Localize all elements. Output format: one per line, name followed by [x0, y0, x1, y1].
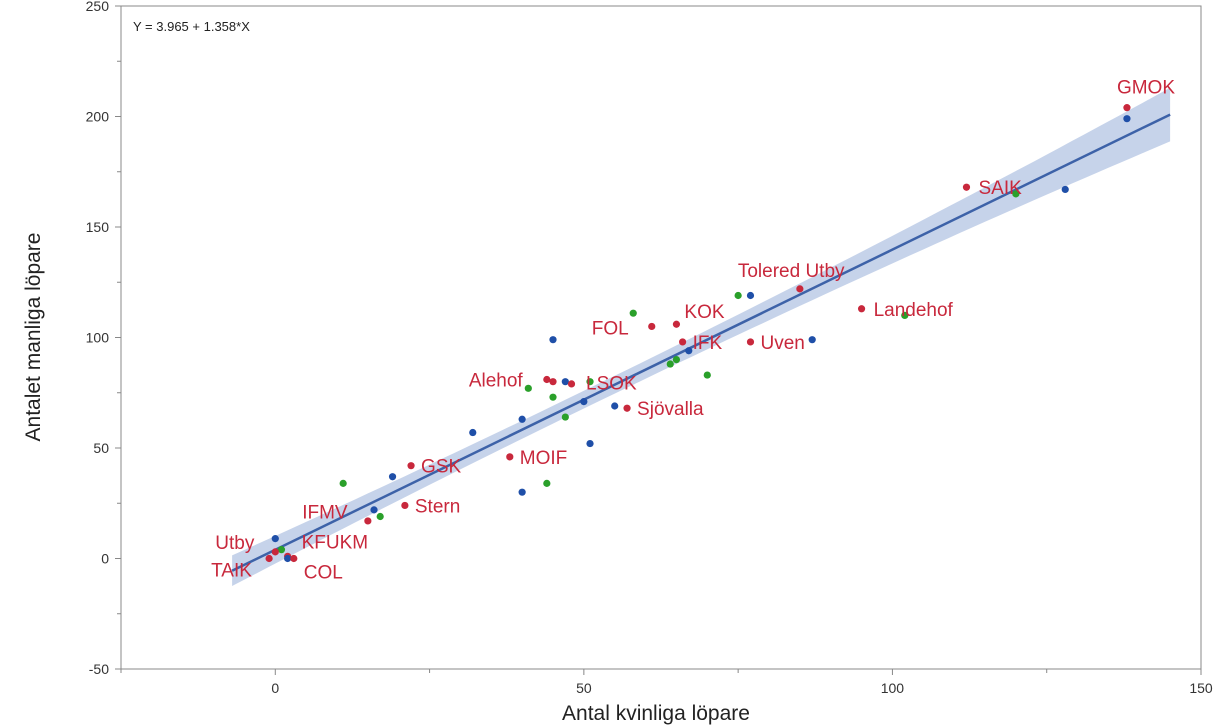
data-point	[401, 501, 409, 510]
y-axis-title: Antalet manliga löpare	[22, 233, 45, 442]
y-tick-label: -50	[89, 661, 109, 677]
data-point	[518, 415, 526, 423]
data-point	[561, 413, 569, 421]
point-label: Stern	[415, 496, 460, 517]
data-point	[1012, 190, 1020, 198]
point-labels: GMOK SAIK Tolered Utby Landehof KOK FOL IFK Uve…	[211, 78, 1175, 584]
data-point	[666, 360, 674, 368]
point-label: TAIK	[211, 561, 252, 582]
regression-equation: Y = 3.965 + 1.358*X	[133, 19, 250, 34]
data-point	[549, 378, 557, 386]
data-point	[962, 183, 971, 191]
data-point	[376, 512, 384, 521]
x-tick-label: 0	[271, 680, 279, 696]
point-label: KFUKM	[302, 532, 369, 553]
confidence-band	[232, 87, 1171, 587]
data-point	[672, 320, 681, 328]
point-label: Sjövalla	[637, 399, 704, 420]
y-tick-label: 200	[86, 109, 110, 125]
y-tick-label: 50	[93, 440, 109, 456]
data-point	[277, 546, 286, 554]
data-point	[271, 548, 279, 556]
y-tick-label: 0	[101, 551, 109, 567]
data-point	[679, 338, 687, 346]
point-label: FOL	[592, 318, 629, 339]
data-point	[543, 375, 551, 384]
point-label: Utby	[215, 533, 255, 554]
data-point	[290, 554, 298, 563]
data-point	[524, 384, 532, 392]
data-point	[549, 336, 557, 344]
data-point	[543, 479, 551, 487]
data-point	[808, 336, 816, 344]
data-points	[265, 104, 1131, 563]
data-point	[586, 439, 594, 448]
data-point	[629, 309, 637, 317]
data-point	[672, 356, 681, 364]
x-axis-title: Antal kvinliga löpare	[562, 702, 750, 725]
data-point	[746, 291, 755, 300]
point-label: COL	[304, 563, 343, 584]
point-label: Uven	[760, 333, 804, 354]
point-label: KOK	[684, 302, 724, 323]
data-point	[623, 404, 631, 412]
point-label: Landehof	[874, 300, 954, 321]
data-point	[746, 338, 755, 346]
data-point	[364, 517, 372, 525]
data-point	[580, 397, 588, 406]
y-tick-label: 250	[86, 0, 110, 14]
data-point	[284, 554, 292, 563]
data-point	[857, 305, 866, 313]
data-point	[703, 371, 711, 379]
data-point	[469, 428, 477, 437]
regression-line-path	[231, 113, 1171, 572]
data-point	[648, 322, 656, 331]
x-axis: 0 50 100 150	[120, 669, 1213, 696]
data-point	[561, 378, 569, 386]
data-point	[685, 347, 693, 355]
confidence-band-area	[232, 87, 1171, 587]
data-point	[518, 488, 526, 496]
x-tick-label: 150	[1189, 680, 1213, 696]
y-tick-label: 150	[86, 219, 110, 235]
point-label: SAIK	[978, 178, 1022, 199]
data-point	[407, 462, 415, 470]
data-point	[506, 453, 514, 461]
data-point	[586, 378, 594, 386]
point-label: IFMV	[302, 503, 348, 524]
plot-area	[120, 5, 1202, 670]
x-tick-label: 100	[881, 680, 905, 696]
point-label: MOIF	[520, 448, 568, 469]
data-point	[265, 554, 273, 563]
data-point	[567, 380, 576, 388]
data-point	[549, 393, 557, 401]
data-point	[388, 473, 397, 481]
point-label: IFK	[693, 333, 723, 354]
data-point	[370, 506, 378, 514]
data-point	[901, 311, 909, 319]
data-point	[339, 479, 347, 487]
point-label: GSK	[421, 457, 461, 478]
point-label: Tolered Utby	[738, 261, 845, 282]
data-point	[271, 535, 279, 543]
data-point	[1123, 115, 1131, 123]
y-tick-label: 100	[86, 330, 110, 346]
x-tick-label: 50	[576, 680, 592, 696]
point-label: GMOK	[1117, 78, 1175, 99]
data-point	[734, 291, 742, 300]
data-point	[796, 285, 804, 293]
regression-line	[231, 113, 1171, 572]
data-point	[1123, 104, 1131, 112]
point-label: Alehof	[469, 370, 524, 391]
data-point	[1061, 185, 1069, 194]
data-point	[611, 402, 619, 410]
point-label: LSOK	[586, 374, 637, 395]
y-axis: -50 0 50 100 150 200 250	[86, 0, 121, 677]
